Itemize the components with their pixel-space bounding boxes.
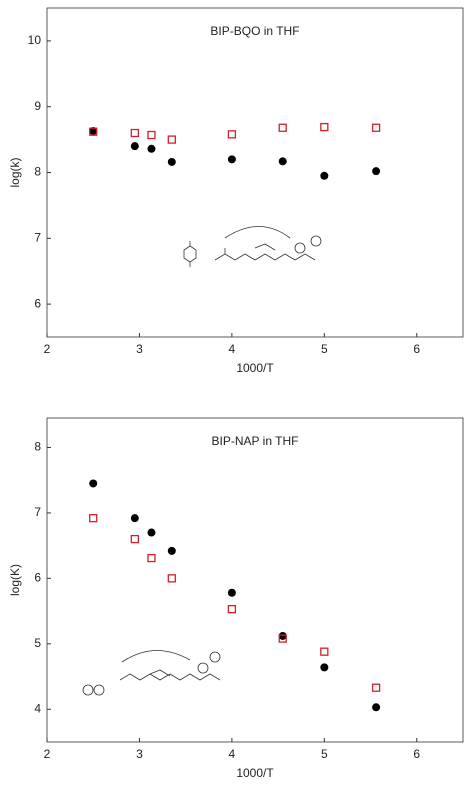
point — [372, 167, 381, 176]
point — [372, 703, 381, 712]
point — [89, 127, 98, 136]
point — [371, 683, 381, 692]
point — [320, 171, 329, 180]
point — [89, 127, 98, 136]
y-tick-label: 5 — [34, 636, 41, 650]
x-tick-label: 3 — [136, 747, 143, 761]
point — [278, 634, 287, 643]
point — [147, 144, 156, 153]
point — [227, 155, 236, 164]
point — [371, 123, 381, 132]
y-tick-label: 4 — [34, 701, 41, 715]
point — [320, 122, 329, 132]
x-tick-label: 3 — [136, 342, 143, 356]
point — [130, 128, 139, 138]
x-tick-label: 4 — [229, 342, 236, 356]
x-tick-label: 2 — [44, 747, 51, 761]
point — [278, 157, 287, 166]
point — [227, 130, 237, 139]
plot-frame — [46, 7, 464, 338]
x-tick-label: 5 — [321, 747, 328, 761]
y-tick-label: 8 — [34, 440, 41, 454]
x-axis-label: 1000/T — [236, 766, 274, 780]
y-axis-label: log(k) — [8, 157, 22, 187]
x-axis-label: 1000/T — [236, 361, 274, 375]
y-tick-label: 10 — [28, 33, 42, 47]
y-tick-label: 6 — [34, 571, 41, 585]
x-tick-label: 2 — [44, 342, 51, 356]
point — [89, 479, 98, 488]
y-tick-label: 9 — [34, 99, 41, 113]
point — [227, 588, 236, 597]
plot-frame — [46, 417, 464, 743]
y-tick-label: 7 — [34, 505, 41, 519]
x-tick-label: 6 — [413, 747, 420, 761]
point — [167, 574, 176, 583]
point — [147, 130, 156, 140]
point — [278, 123, 287, 132]
point — [130, 514, 139, 523]
point — [167, 157, 176, 166]
point — [278, 631, 287, 640]
chart-title: BIP-NAP in THF — [212, 434, 299, 448]
x-tick-label: 6 — [413, 342, 420, 356]
point — [167, 546, 176, 555]
point — [167, 135, 176, 144]
chart-title: BIP-BQO in THF — [210, 24, 299, 38]
point — [130, 142, 139, 151]
point — [130, 534, 139, 544]
point — [147, 553, 156, 563]
x-tick-label: 4 — [229, 747, 236, 761]
y-axis-label: log(K) — [8, 564, 22, 596]
point — [89, 513, 98, 523]
point — [227, 604, 237, 614]
y-tick-label: 7 — [34, 230, 41, 244]
molecule-sketch — [82, 226, 322, 696]
point — [320, 663, 329, 672]
y-tick-label: 8 — [34, 165, 41, 179]
point — [147, 528, 156, 537]
y-tick-label: 6 — [34, 296, 41, 310]
x-tick-label: 5 — [321, 342, 328, 356]
point — [320, 647, 329, 656]
